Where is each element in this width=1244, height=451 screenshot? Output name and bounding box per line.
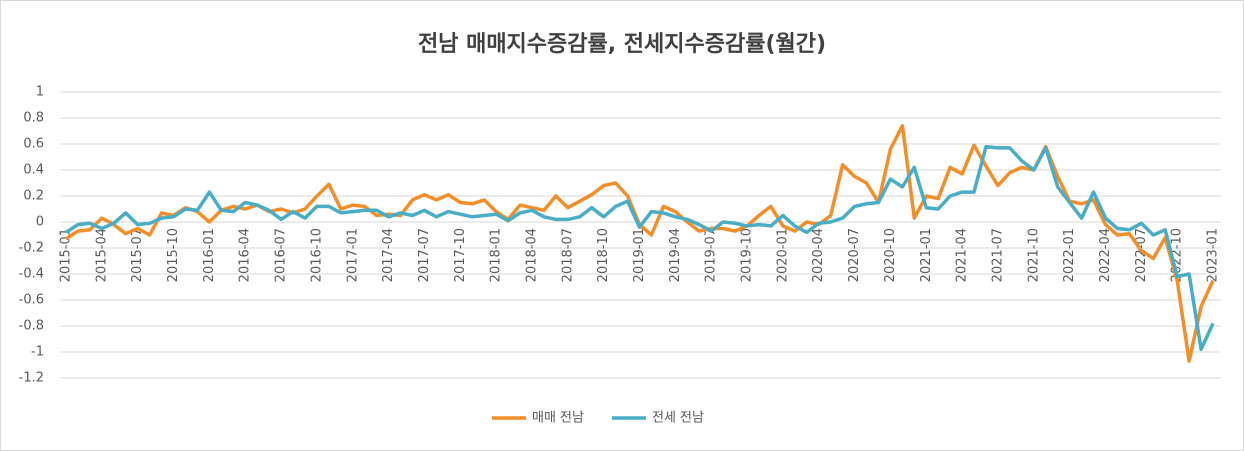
y-tick-label: 1 (36, 85, 44, 100)
x-tick-label: 2020-04 (811, 228, 826, 282)
y-tick-label: -0.4 (19, 267, 44, 282)
y-tick-label: 0 (36, 215, 44, 230)
line-series (65, 144, 1215, 352)
x-tick-label: 2018-04 (524, 228, 539, 282)
x-tick-label: 2022-07 (1134, 228, 1149, 282)
legend-label: 매매 전남 (532, 411, 584, 426)
x-tick-label: 2021-04 (955, 228, 970, 282)
y-tick-label: 0.4 (23, 163, 44, 178)
y-tick-label: -1 (31, 345, 44, 360)
legend-label: 전세 전남 (652, 411, 704, 426)
x-tick-label: 2015-04 (94, 228, 109, 282)
x-tick-label: 2018-10 (596, 228, 611, 282)
x-tick-label: 2022-01 (1062, 228, 1077, 282)
x-tick-label: 2020-10 (883, 228, 898, 282)
x-tick-label: 2016-07 (274, 228, 289, 282)
x-tick-label: 2017-07 (417, 228, 432, 282)
x-tick-label: 2017-04 (381, 228, 396, 282)
x-tick-label: 2016-01 (202, 228, 217, 282)
y-tick-label: 0.2 (23, 189, 44, 204)
x-tick-label: 2017-10 (453, 228, 468, 282)
x-tick-label: 2020-07 (847, 228, 862, 282)
x-tick-label: 2015-01 (59, 228, 74, 282)
x-tick-label: 2019-07 (704, 228, 719, 282)
x-tick-label: 2018-01 (489, 228, 504, 282)
x-tick-label: 2015-10 (166, 228, 181, 282)
x-tick-label: 2016-04 (238, 228, 253, 282)
x-tick-label: 2015-07 (130, 228, 145, 282)
x-tick-label: 2022-04 (1098, 228, 1113, 282)
x-tick-label: 2021-01 (919, 228, 934, 282)
y-tick-label: -0.8 (19, 319, 44, 334)
x-tick-label: 2018-07 (560, 228, 575, 282)
x-tick-label: 2019-10 (740, 228, 755, 282)
y-tick-label: 0.8 (23, 111, 44, 126)
x-tick-label: 2017-01 (345, 228, 360, 282)
x-tick-label: 2021-10 (1026, 228, 1041, 282)
x-tick-label: 2019-04 (668, 228, 683, 282)
chart-title: 전남 매매지수증감률, 전세지수증감률(월간) (418, 32, 826, 57)
y-tick-label: -0.2 (19, 241, 44, 256)
x-tick-label: 2019-01 (632, 228, 647, 282)
x-tick-label: 2023-01 (1206, 228, 1221, 282)
x-tick-label: 2021-07 (990, 228, 1005, 282)
x-tick-label: 2020-01 (775, 228, 790, 282)
y-tick-label: -1.2 (19, 371, 44, 386)
y-tick-label: 0.6 (23, 137, 44, 152)
x-tick-label: 2016-10 (309, 228, 324, 282)
y-tick-label: -0.6 (19, 293, 44, 308)
